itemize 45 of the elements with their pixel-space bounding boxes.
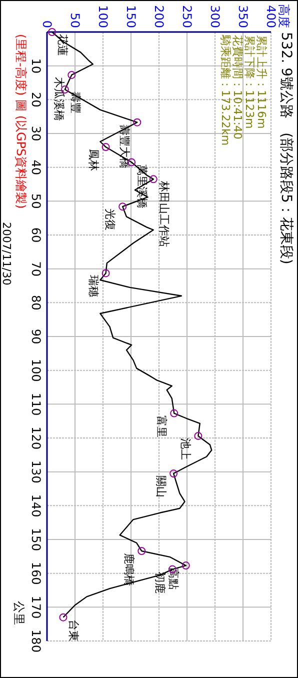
- y-axis-title: 公里: [12, 601, 26, 625]
- y-tick-label: 90: [29, 328, 43, 344]
- y-tick-label: 140: [29, 494, 43, 518]
- y-tick-label: 150: [29, 528, 43, 551]
- text: 532. 9號公路 (部分路段5：花東段): [278, 32, 294, 264]
- y-tick-label: 110: [29, 392, 43, 416]
- text: 高度: [277, 4, 291, 28]
- x-tick-label: 350: [236, 5, 250, 28]
- text: 2007/11/30: [0, 222, 13, 286]
- annotation: 富里: [155, 415, 168, 438]
- x-tick-label: 150: [124, 5, 138, 28]
- x-tick-label: 300: [208, 5, 222, 28]
- y-tick-label: 30: [29, 126, 43, 142]
- y-tick-label: 180: [29, 630, 43, 652]
- text: (里程-高度) 圖 (以GPS資料繪製): [14, 34, 28, 209]
- x-tick-label: 50: [68, 12, 82, 28]
- annotation: 騎乘距離：173.22km: [219, 34, 232, 146]
- y-tick-label: 60: [29, 227, 43, 243]
- annotation: 鳳林: [86, 149, 100, 172]
- x-tick-label: 100: [96, 5, 110, 28]
- y-tick-label: 100: [29, 358, 43, 382]
- y-tick-label: 80: [29, 295, 43, 310]
- annotation: 累計上升：1116m: [255, 35, 268, 129]
- y-tick-label: 170: [29, 596, 43, 619]
- y-tick-label: 50: [29, 194, 43, 209]
- x-tick-label: 200: [152, 5, 166, 28]
- annotation: 關山: [154, 476, 168, 498]
- annotation: 瑞穗: [86, 275, 100, 298]
- y-tick-label: 130: [29, 460, 43, 484]
- annotation: 累計下降：1123m: [243, 35, 256, 129]
- x-tick-label: 250: [180, 5, 194, 28]
- annotation: 木瓜溪橋: [52, 76, 66, 121]
- annotation: 花費時間：10:41:40: [231, 35, 244, 140]
- y-tick-label: 120: [29, 426, 43, 450]
- x-tick-label: 0: [40, 20, 54, 28]
- y-tick-label: 160: [29, 562, 43, 585]
- annotation: 林田山工作站: [157, 180, 170, 248]
- y-tick-label: 40: [29, 160, 43, 175]
- annotation: 台東: [67, 619, 80, 642]
- y-tick-label: 20: [29, 92, 43, 108]
- y-tick-label: 70: [29, 261, 43, 276]
- annotation: 池上: [179, 438, 192, 460]
- x-tick-label: 400: [264, 5, 278, 28]
- annotation: 光復: [104, 208, 117, 231]
- y-tick-label: 10: [29, 58, 43, 74]
